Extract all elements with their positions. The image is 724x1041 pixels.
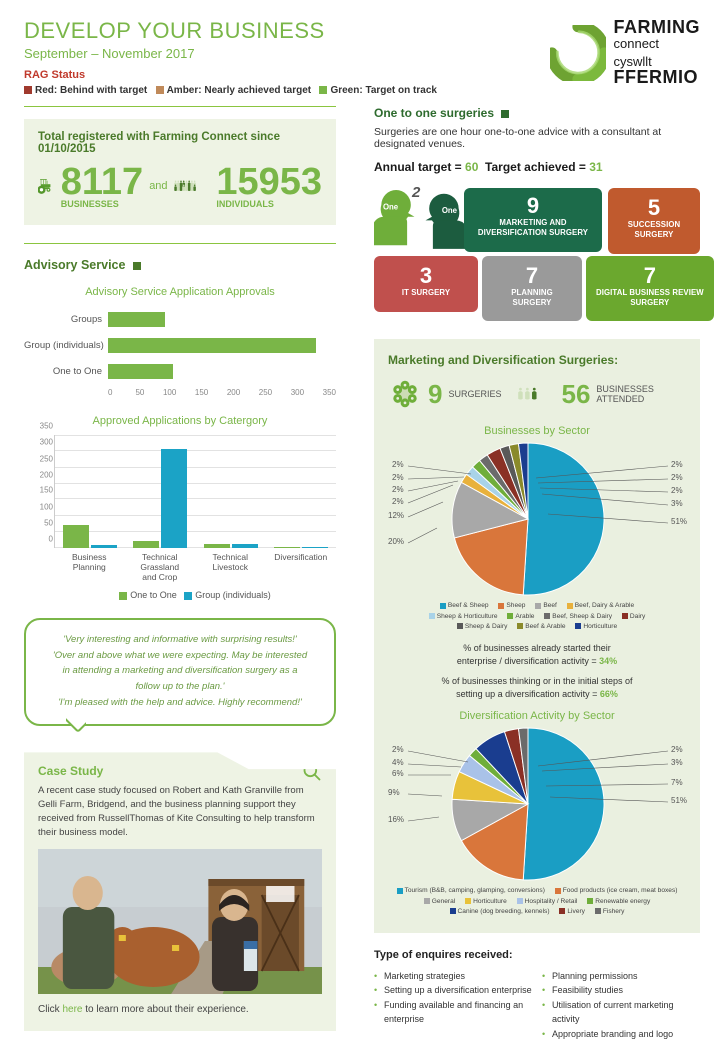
svg-text:One: One xyxy=(383,202,399,211)
svg-text:One: One xyxy=(442,206,458,215)
